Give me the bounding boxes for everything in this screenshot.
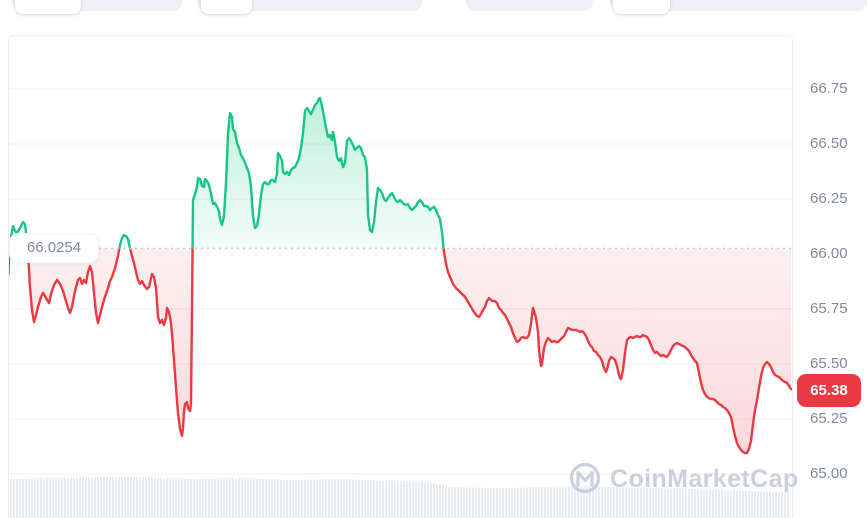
- watermark: CoinMarketCap: [569, 462, 799, 494]
- current-price-badge: 65.38: [797, 374, 861, 407]
- watermark-text: CoinMarketCap: [610, 465, 799, 493]
- coinmarketcap-logo-icon: [569, 462, 601, 494]
- y-axis-label: 66.25: [810, 190, 848, 207]
- price-line-down: [9, 248, 792, 455]
- y-axis-label: 66.75: [810, 80, 848, 97]
- area-fill-down: [9, 248, 791, 454]
- y-axis-label: 65.25: [810, 410, 848, 427]
- y-axis-label: 65.50: [810, 355, 848, 372]
- toggle-selected-segment[interactable]: [201, 0, 252, 14]
- toggle-group-4[interactable]: [610, 0, 867, 11]
- toggle-group-3[interactable]: [466, 0, 593, 11]
- price-line-up: [9, 96, 445, 249]
- y-axis-label: 66.50: [810, 135, 848, 152]
- y-axis-label: 66.00: [810, 245, 848, 262]
- y-axis-label: 65.75: [810, 300, 848, 317]
- toggle-selected-segment[interactable]: [15, 0, 81, 14]
- toggle-group-2[interactable]: [197, 0, 422, 11]
- volume-bars: [10, 477, 789, 518]
- y-axis-label: 65.00: [810, 465, 848, 482]
- baseline-price-tag: 66.0254: [10, 234, 98, 262]
- toggle-selected-segment[interactable]: [613, 0, 670, 14]
- gridlines: [9, 88, 792, 475]
- toggle-group-1[interactable]: [12, 0, 182, 11]
